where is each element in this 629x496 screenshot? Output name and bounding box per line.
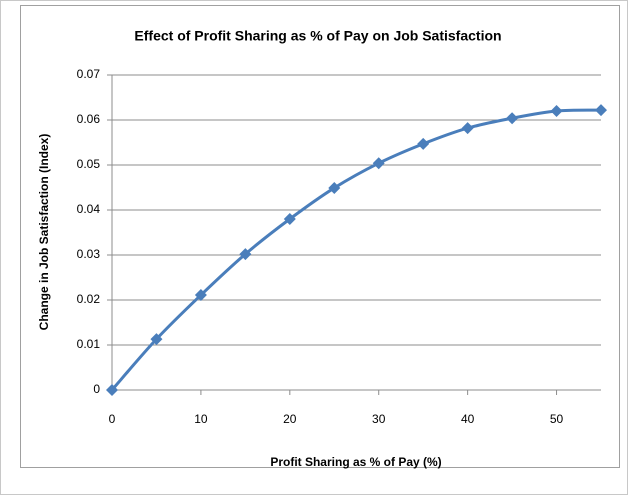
x-tick-label: 20: [283, 412, 297, 426]
marker: [595, 104, 607, 117]
x-tick-label: 50: [550, 412, 564, 426]
marker: [239, 248, 252, 261]
marker: [461, 122, 474, 135]
marker: [328, 181, 341, 194]
y-tick-label: 0.01: [77, 337, 101, 351]
x-tick-label: 40: [461, 412, 475, 426]
x-tick-label: 10: [194, 412, 208, 426]
marker: [550, 105, 563, 117]
y-tick-label: 0.03: [77, 247, 101, 261]
x-tick-label: 0: [109, 412, 116, 426]
y-tick-label: 0.07: [77, 67, 101, 81]
x-axis-label: Profit Sharing as % of Pay (%): [270, 455, 441, 469]
y-tick-label: 0.06: [77, 112, 101, 126]
y-tick-label: 0.02: [77, 292, 101, 306]
y-tick-label: 0.05: [77, 157, 101, 171]
chart-title: Effect of Profit Sharing as % of Pay on …: [134, 28, 501, 44]
y-tick-label: 0: [93, 382, 100, 396]
marker: [106, 384, 118, 396]
y-axis-label: Change in Job Satisfaction (Index): [37, 134, 51, 331]
marker: [150, 333, 163, 346]
marker: [194, 289, 207, 302]
y-tick-label: 0.04: [77, 202, 101, 216]
x-tick-label: 30: [372, 412, 386, 426]
marker: [372, 157, 385, 170]
marker: [417, 137, 430, 150]
marker: [506, 112, 519, 125]
marker: [283, 213, 296, 225]
